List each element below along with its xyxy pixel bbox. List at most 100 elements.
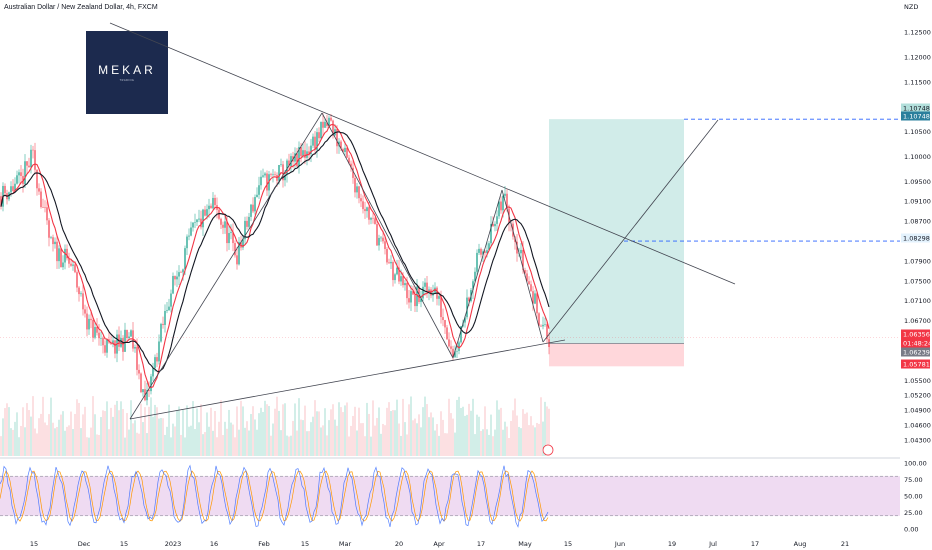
candle-body [338,141,340,147]
candle-body [262,175,264,177]
volume-bar [526,412,528,456]
volume-bar [42,396,44,456]
candle-body [364,209,366,212]
volume-bar [220,400,222,456]
candle-body [290,156,292,167]
candle-body [450,346,452,349]
volume-bar [190,425,192,456]
candle-body [32,149,34,151]
candle-body [402,276,404,286]
volume-bar [170,437,172,456]
price-axis-tick: 1.05200 [904,392,931,400]
volume-bar [260,407,262,456]
price-axis: NZD 1.12500 1.12000 1.11500 1.10500 1.10000 1.… [904,3,931,445]
candle-body [344,147,346,152]
candle-body [218,209,220,219]
volume-bar [52,422,54,456]
volume-bar [120,401,122,456]
candle-body [346,147,348,158]
volume-bar [210,407,212,456]
candle-body [202,209,204,228]
volume-bar [232,424,234,456]
candle-body [478,248,480,253]
candle-body [380,237,382,239]
volume-bar [60,414,62,456]
candle-body [352,167,354,178]
time-axis-label: 21 [841,540,849,548]
volume-bar [80,428,82,456]
price-axis-tick: 1.10500 [904,128,931,136]
volume-bar [310,422,312,456]
candle-body [232,232,234,244]
price-tag-countdown [901,338,930,348]
volume-bar [14,421,16,456]
volume-bar [202,434,204,456]
volume-bar [64,430,66,456]
candle-body [460,326,462,343]
volume-bar [354,406,356,456]
volume-bar [140,403,142,456]
candle-body [300,147,302,157]
volume-bar [282,404,284,456]
volume-bar [176,410,178,456]
volume-bar [38,418,40,456]
volume-bar [450,413,452,456]
volume-bar [152,416,154,456]
volume-bar [470,410,472,456]
volume-bar [4,408,6,456]
volume-bar [432,417,434,456]
volume-bar [356,430,358,456]
time-axis-label: 2023 [165,540,182,548]
volume-bar [258,413,260,456]
candle-body [286,160,288,175]
volume-bar [330,409,332,456]
candle-body [76,272,78,288]
volume-bar [476,414,478,456]
volume-bar [396,399,398,456]
volume-bar [224,421,226,456]
candle-body [388,262,390,264]
volume-bar [178,406,180,456]
volume-bar [250,414,252,456]
candle-body [152,368,154,377]
candle-body [194,222,196,223]
rsi-axis-tick: 100.00 [904,460,927,468]
candle-body [212,197,214,209]
candle-body [294,153,296,162]
volume-bar [358,407,360,456]
candle-body [210,205,212,209]
volume-bar [156,407,158,456]
volume-bar [128,429,130,456]
volume-bar [212,430,214,456]
candle-body [348,157,350,164]
logo-text: MEKAR [98,63,156,77]
volume-bar [386,407,388,456]
stoch-k-line [0,464,549,528]
candle-body [504,193,506,196]
volume-bar [388,402,390,456]
candle-body [254,197,256,212]
candle-body [520,249,522,254]
volume-bar [446,433,448,456]
candle-body [168,306,170,311]
candle-body [58,248,60,262]
volume-bar [184,437,186,456]
candle-body [140,373,142,393]
price-tag-entry [901,347,930,357]
candle-body [296,153,298,167]
candle-body [130,330,132,337]
volume-bar [254,419,256,456]
candle-body [26,161,28,166]
candle-body [172,276,174,294]
volume-bar [166,426,168,456]
volume-bar [516,415,518,456]
candle-body [466,297,468,318]
price-axis-tick: 1.07900 [904,257,931,265]
candle-body [312,136,314,146]
volume-bar [82,414,84,456]
projection-line [542,119,719,343]
candle-body [44,207,46,208]
candle-body [200,218,202,228]
volume-bar [180,434,182,456]
